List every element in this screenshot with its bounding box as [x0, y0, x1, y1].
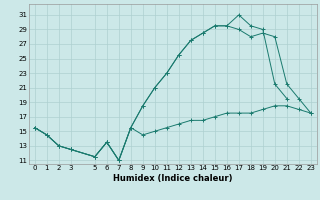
X-axis label: Humidex (Indice chaleur): Humidex (Indice chaleur) [113, 174, 233, 183]
